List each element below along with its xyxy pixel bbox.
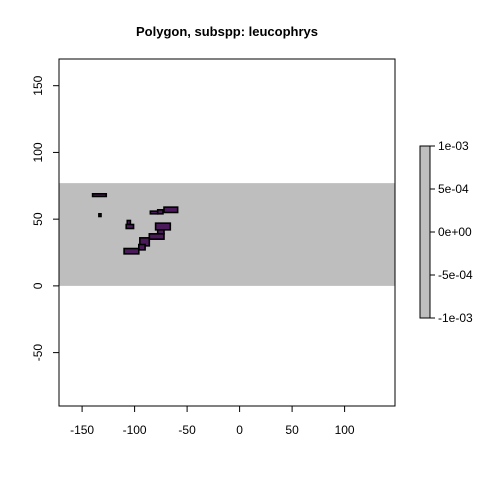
- legend-tick-label: -1e-03: [438, 311, 473, 325]
- range-polygon-3: [125, 223, 135, 230]
- range-polygon-12: [123, 247, 140, 255]
- x-tick-label: -100: [123, 423, 147, 437]
- legend-tick-label: 1e-03: [438, 139, 469, 153]
- chart-title: Polygon, subspp: leucophrys: [136, 24, 318, 39]
- polygon-layer: [91, 192, 179, 255]
- range-polygon-4: [149, 210, 159, 215]
- range-polygon-7: [154, 222, 172, 231]
- color-legend: 1e-03 5e-04 0e+00 -5e-04 -1e-03: [419, 139, 473, 325]
- x-axis: -150 -100 -50 0 50 100: [70, 405, 355, 437]
- legend-tick-label: 0e+00: [438, 225, 472, 239]
- range-polygon-1: [98, 213, 102, 218]
- x-tick-label: 100: [335, 423, 355, 437]
- legend-colorbar: [419, 145, 431, 319]
- legend-tick-label: 5e-04: [438, 182, 469, 196]
- x-tick-label: -150: [70, 423, 94, 437]
- x-tick-label: -50: [178, 423, 196, 437]
- raster-band-layer: [59, 183, 395, 286]
- x-tick-label: 0: [236, 423, 243, 437]
- y-axis: -50 0 50 100 150: [31, 75, 60, 362]
- range-polygon-6: [163, 206, 179, 214]
- x-tick-label: 50: [285, 423, 299, 437]
- y-tick-label: -50: [31, 344, 45, 362]
- raster-band: [59, 183, 395, 286]
- range-polygon-5: [156, 209, 164, 215]
- range-polygon-11: [138, 243, 146, 251]
- plot-area: [58, 58, 396, 407]
- range-polygon-0: [91, 192, 108, 198]
- range-polygon-9: [148, 233, 165, 240]
- y-tick-label: 50: [31, 212, 45, 226]
- legend-tick-label: -5e-04: [438, 268, 473, 282]
- y-tick-label: 0: [31, 282, 45, 289]
- y-tick-label: 150: [31, 75, 45, 95]
- y-tick-label: 100: [31, 142, 45, 162]
